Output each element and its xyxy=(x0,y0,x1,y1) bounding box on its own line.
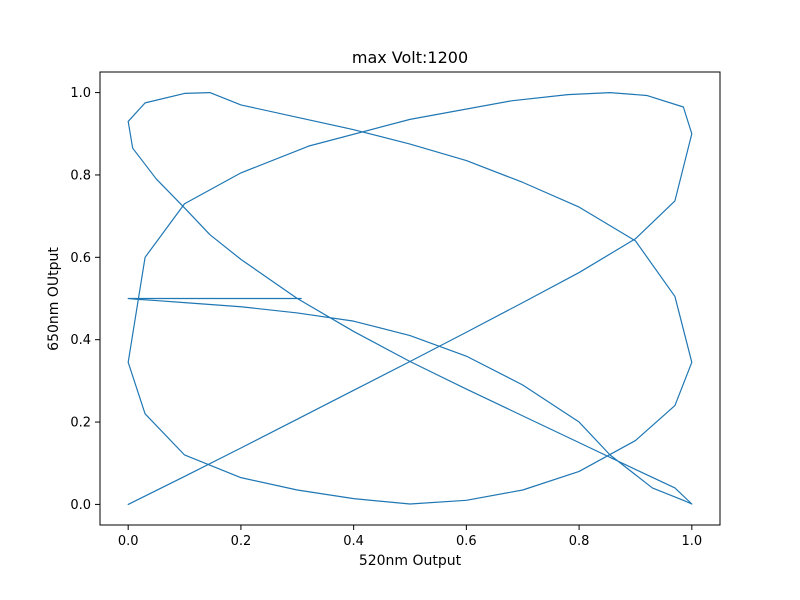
x-tick-label: 0.0 xyxy=(118,534,139,549)
y-tick-label: 0.2 xyxy=(70,416,91,431)
plot-frame xyxy=(99,71,721,526)
x-tick-label: 0.8 xyxy=(569,534,590,549)
x-tick-label: 0.4 xyxy=(343,534,364,549)
x-tick-label: 1.0 xyxy=(681,534,702,549)
x-tick-label: 0.2 xyxy=(231,534,252,549)
series-line-0 xyxy=(127,91,693,506)
x-axis: 0.0 0.2 0.4 0.6 0.8 1.0 xyxy=(118,525,702,549)
y-axis-label: 650nm OUtput xyxy=(46,247,62,351)
y-tick-label: 0.4 xyxy=(70,333,91,348)
series-layer xyxy=(127,91,693,506)
y-tick-label: 0.0 xyxy=(70,498,91,513)
y-axis: 0.0 0.2 0.4 0.6 0.8 1.0 xyxy=(70,86,100,513)
x-tick-label: 0.6 xyxy=(456,534,477,549)
y-tick-label: 1.0 xyxy=(70,86,91,101)
x-axis-label: 520nm Output xyxy=(359,553,462,569)
y-tick-label: 0.8 xyxy=(70,168,91,183)
y-tick-label: 0.6 xyxy=(70,251,91,266)
chart-title: max Volt:1200 xyxy=(352,48,468,67)
